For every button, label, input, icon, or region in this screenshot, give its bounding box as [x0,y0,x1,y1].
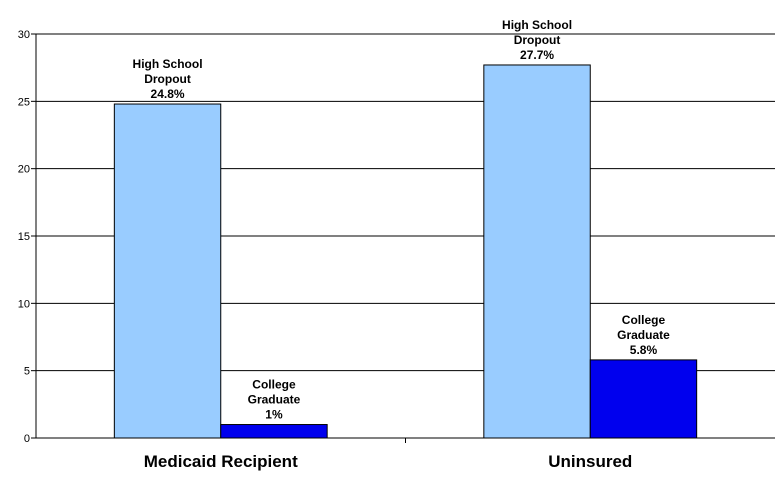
y-tick-label: 20 [18,164,30,176]
bars [113,64,698,439]
data-label: 27.7% [520,48,554,62]
bar-college-graduate [220,424,328,439]
y-tick-label: 5 [24,366,30,378]
data-label: Graduate [248,393,301,407]
data-label: 5.8% [630,343,658,357]
x-category-label: Uninsured [548,452,632,471]
y-tick-label: 30 [18,29,30,41]
data-label: Dropout [514,33,561,47]
data-label: High School [133,57,203,71]
data-label: College [622,313,666,327]
bar-high-school-dropout [483,64,591,439]
bar-college-graduate [589,359,698,439]
data-label: Graduate [617,328,670,342]
y-tick-label: 10 [18,298,30,310]
data-label: Dropout [144,72,191,86]
y-tick-label: 0 [24,433,30,445]
data-label: 24.8% [151,87,185,101]
data-label: 1% [265,408,283,422]
x-category-label: Medicaid Recipient [144,452,298,471]
data-label: College [252,378,296,392]
data-label: High School [502,18,572,32]
y-tick-label: 25 [18,96,30,108]
data-labels: High SchoolDropout24.8%CollegeGraduate1%… [133,18,671,422]
y-tick-label: 15 [18,231,30,243]
bar-high-school-dropout [113,103,222,439]
axes: 0 5 10 15 20 25 30 Medicaid Recipient Uninsured [18,29,775,471]
